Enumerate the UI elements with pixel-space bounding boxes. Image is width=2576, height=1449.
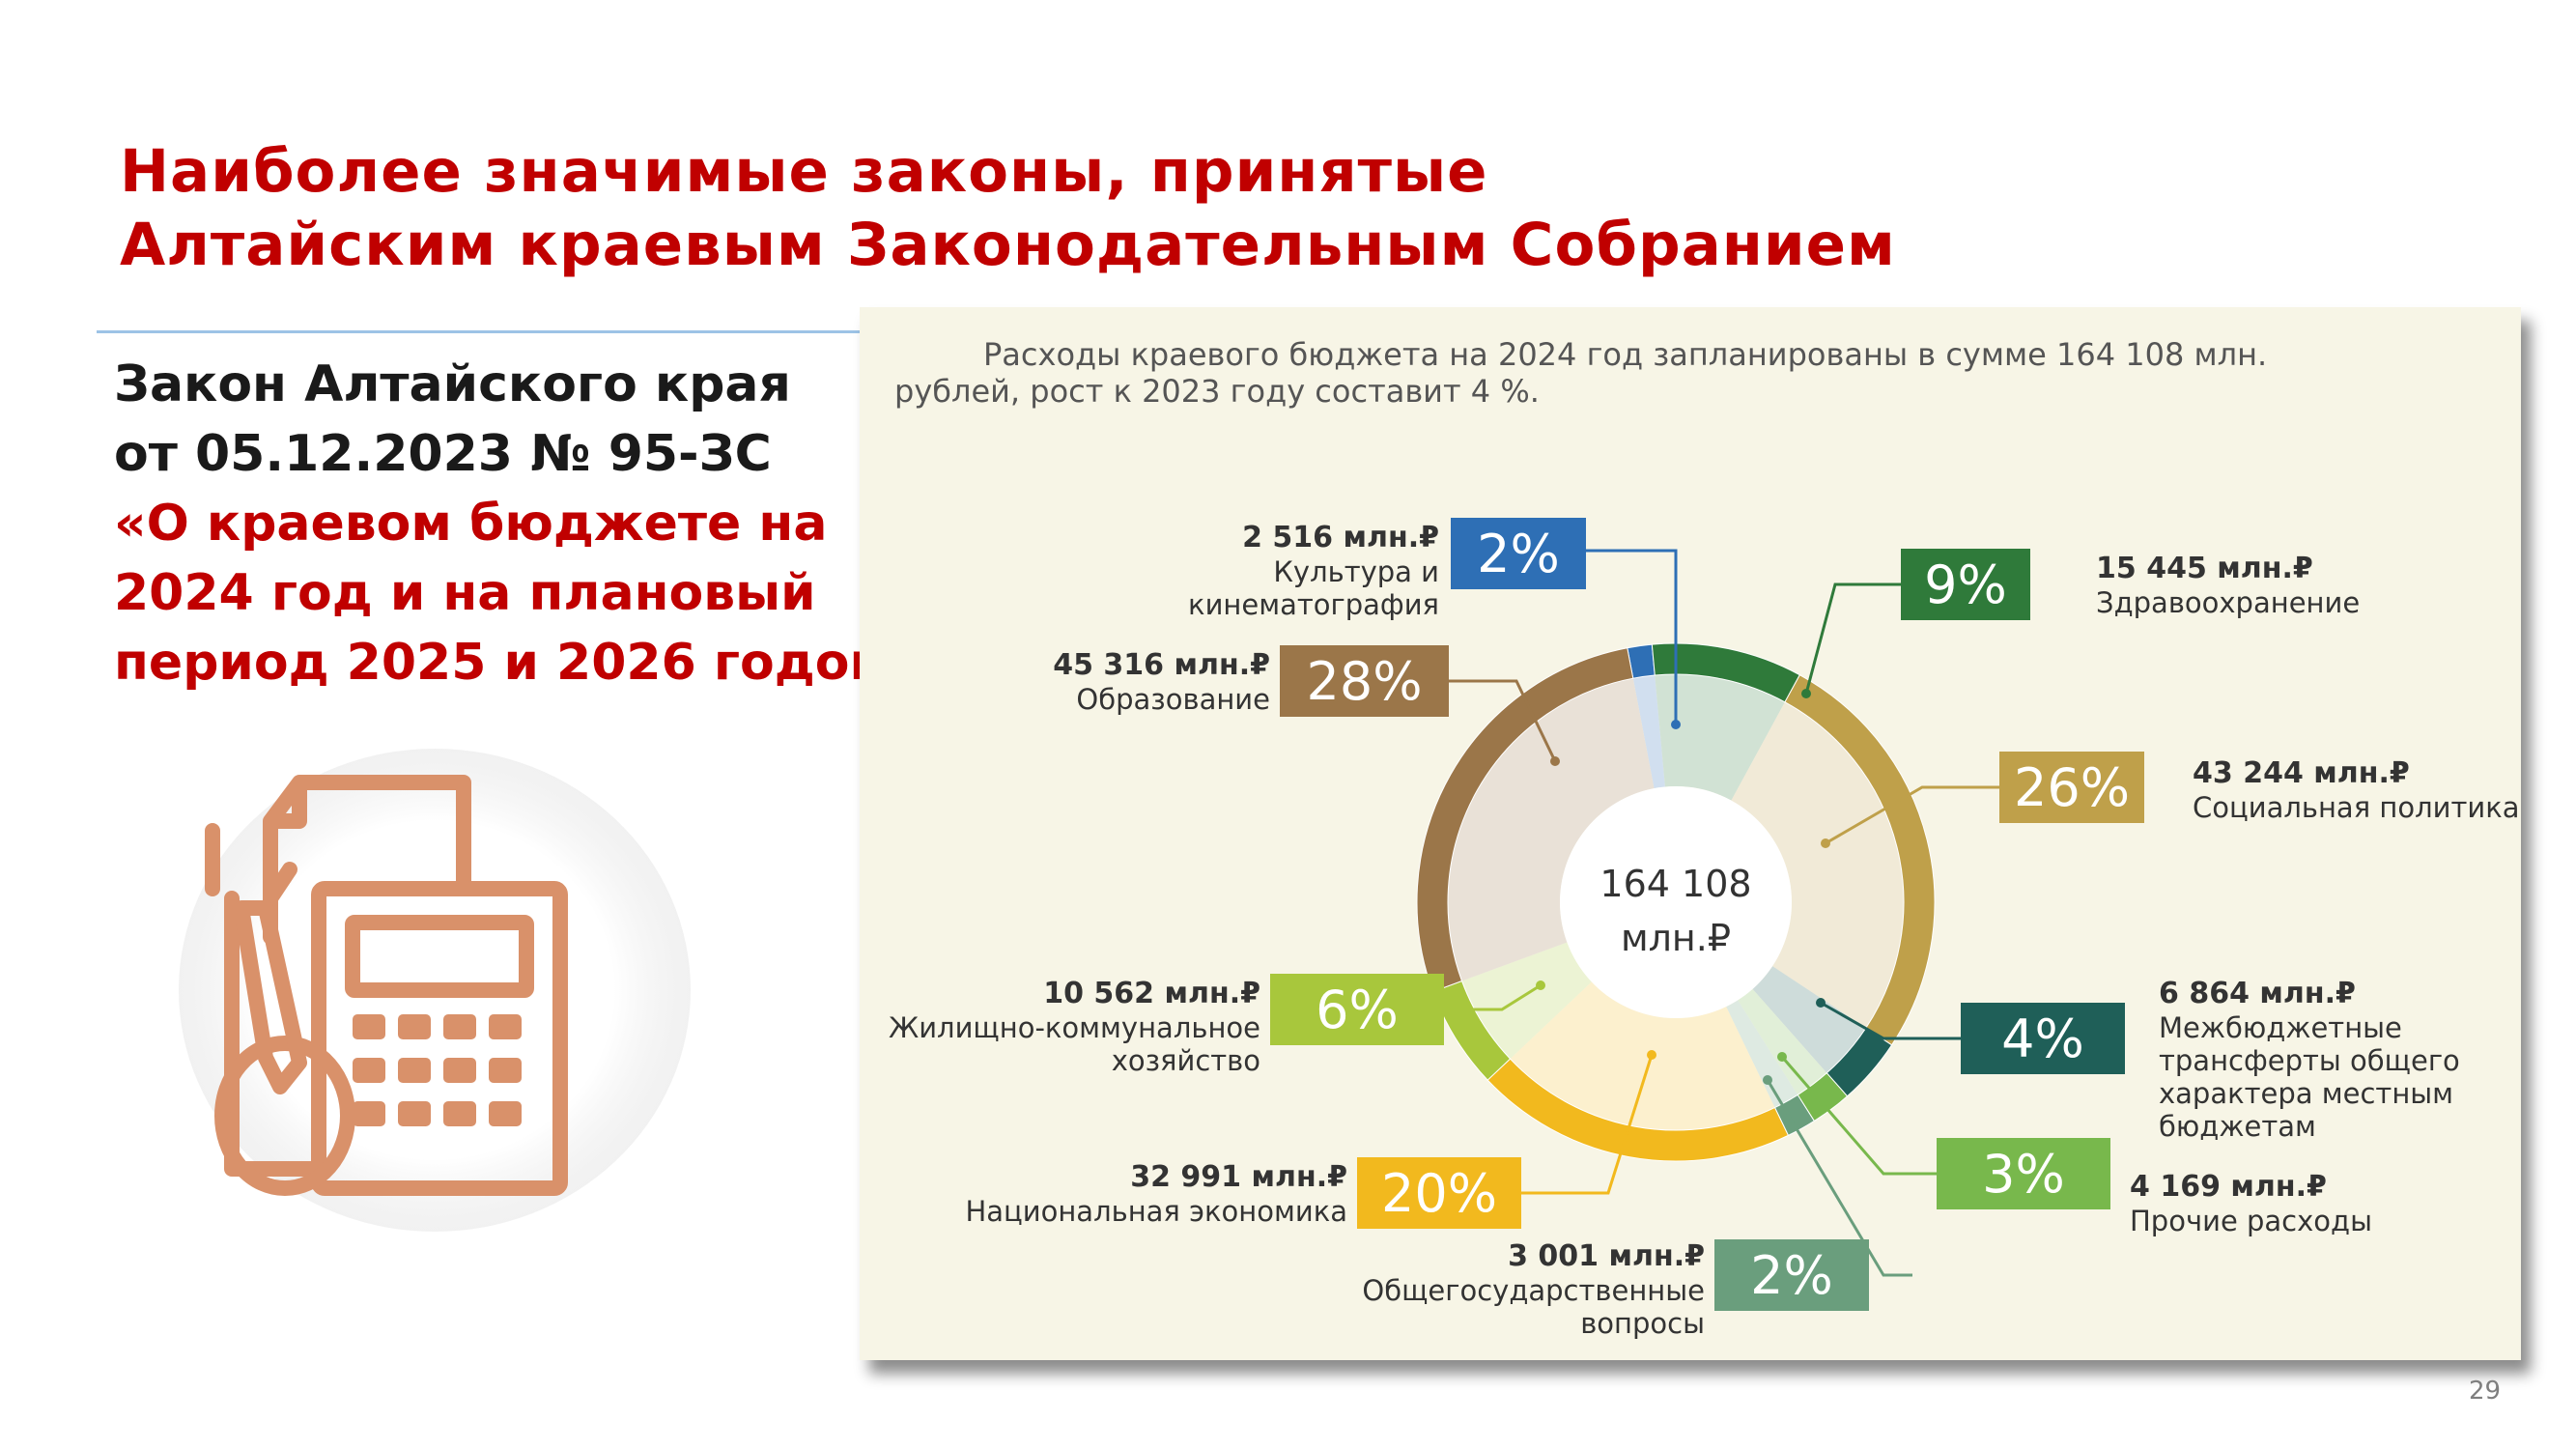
value-label: 32 991 млн.₽ [1130,1160,1347,1194]
category-label: бюджетам [2159,1110,2316,1143]
chart-subtitle-line: рублей, рост к 2023 году составит 4 %. [894,373,1540,410]
leader-line [1820,1001,1961,1040]
budget-chart-panel: Расходы краевого бюджета на 2024 год зап… [860,307,2521,1360]
slide-title-line: Алтайским краевым Законодательным Собран… [120,211,1896,279]
donut-inner-slice [1448,678,1655,981]
leader-dot [1801,689,1811,698]
donut-inner-slice [1510,981,1775,1130]
value-label: 43 244 млн.₽ [2193,756,2410,790]
percent-label: 6% [1316,980,1399,1040]
percent-label: 2% [1750,1245,1833,1306]
page-number: 29 [2469,1377,2502,1406]
law-date-number: от 05.12.2023 № 95-ЗС [114,425,772,483]
percent-box [1937,1138,2110,1209]
leader-dot [1647,1050,1656,1060]
donut-inner-slice [1461,942,1592,1060]
law-title-line: 2024 год и на плановый [114,564,816,622]
donut-inner-slice [1752,966,1866,1073]
leader-dot [1821,838,1830,848]
donut-inner-slice [1726,1000,1798,1108]
percent-box [1280,645,1449,717]
leader-dot [1671,720,1681,729]
percent-box [1451,518,1586,589]
donut-inner-slice [1731,701,1904,1029]
leader-line [1449,679,1557,762]
leader-line [1766,1079,1912,1277]
category-label: Межбюджетные [2159,1011,2402,1044]
percent-label: 9% [1924,554,2007,615]
value-label: 3 001 млн.₽ [1508,1239,1705,1273]
category-label: Социальная политика [2193,791,2519,824]
percent-label: 28% [1306,651,1422,712]
donut-rings [1416,642,1936,1162]
leader-line [1804,582,1901,695]
leader-dot [1536,980,1545,990]
category-label: вопросы [1580,1307,1705,1340]
value-label: 10 562 млн.₽ [1043,977,1260,1010]
percent-box [1901,549,2030,620]
leader-dot [1763,1075,1772,1085]
category-label: Национальная экономика [965,1195,1347,1228]
category-label: Культура и [1273,555,1439,588]
law-title-line: период 2025 и 2026 годов» [114,634,914,692]
percent-label: 4% [2001,1009,2084,1069]
budget-donut-chart: Расходы краевого бюджета на 2024 год зап… [889,336,2520,1340]
law-title-line: «О краевом бюджете на [114,495,828,553]
percent-box [1714,1239,1869,1311]
donut-center [1560,786,1792,1018]
slide-title-line: Наиболее значимые законы, принятые [120,137,1488,206]
category-label: Здравоохранение [2096,586,2360,619]
leader-line [1780,1056,1937,1176]
leader-dot [1550,756,1560,766]
percent-box [1999,752,2144,823]
percent-box [1270,974,1444,1045]
value-label: 4 169 млн.₽ [2130,1170,2327,1204]
leader-lines [1444,549,1999,1277]
leader-line [1825,785,1999,845]
leader-dot [1777,1052,1787,1062]
slide-title: Наиболее значимые законы, принятые Алтай… [120,135,1896,282]
category-label: характера местным [2159,1077,2453,1110]
category-label: трансферты общего [2159,1044,2460,1077]
value-label: 45 316 млн.₽ [1053,648,1270,682]
value-label: 15 445 млн.₽ [2096,552,2313,585]
chart-subtitle-line: Расходы краевого бюджета на 2024 год зап… [983,336,2267,373]
category-label: Общегосударственные [1362,1274,1705,1307]
value-label: 2 516 млн.₽ [1242,521,1439,554]
percent-label: 2% [1477,524,1560,584]
category-label: кинематография [1188,588,1439,621]
category-label: Жилищно-коммунальное [889,1011,1260,1044]
leader-line [1586,549,1678,724]
percent-box [1357,1157,1521,1229]
center-total-unit: млн.₽ [1621,917,1731,959]
donut-inner-slice [1632,675,1665,789]
center-total-value: 164 108 [1599,863,1751,905]
percent-label: 3% [1982,1144,2065,1205]
leader-line [1444,983,1542,1011]
calculator-document-icon [174,744,695,1236]
value-label: 6 864 млн.₽ [2159,977,2356,1010]
donut-slice [1416,647,1634,993]
leader-dot [1816,998,1826,1008]
percent-label: 26% [2014,757,2130,818]
leader-line [1521,1054,1654,1195]
donut-inner-slice [1738,988,1827,1095]
percent-label: 20% [1381,1163,1497,1224]
category-label: Прочие расходы [2130,1205,2372,1237]
donut-inner-slice [1655,674,1785,801]
category-label: хозяйство [1112,1044,1260,1077]
law-reference: Закон Алтайского края от 05.12.2023 № 95… [114,350,914,697]
law-name: Закон Алтайского края [114,355,791,413]
category-label: Образование [1076,683,1270,716]
percent-box [1961,1003,2125,1074]
